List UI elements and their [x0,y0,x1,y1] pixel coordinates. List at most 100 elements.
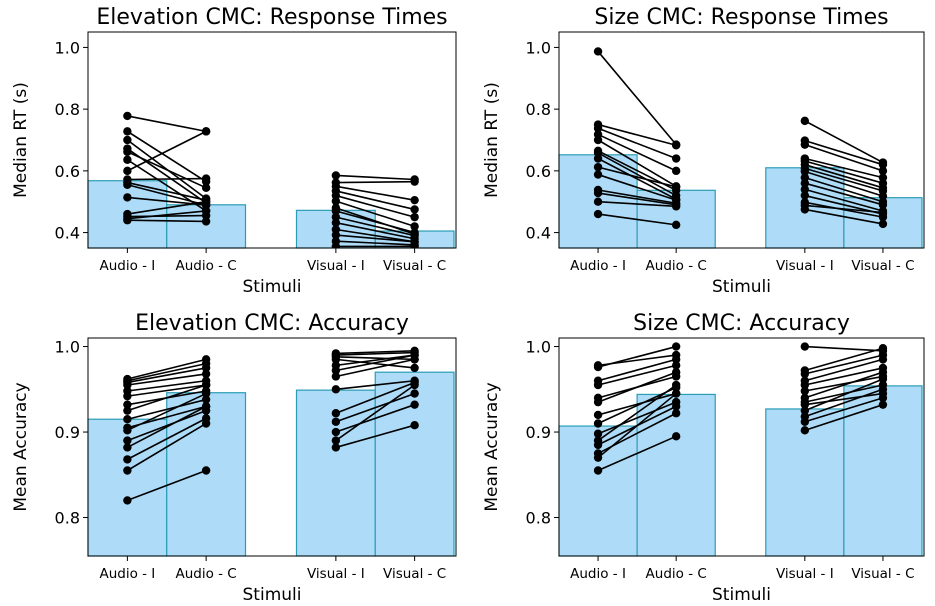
participant-line [597,364,677,386]
participant-point [123,216,132,225]
participant-line [335,351,415,356]
participant-point [123,391,132,401]
participant-point [671,355,681,364]
participant-line [804,208,884,225]
participant-point [800,417,810,426]
participant-point [671,342,681,351]
participant-lines [593,47,888,230]
participant-line [127,200,207,215]
participant-line [335,403,415,433]
y-tick-label: 1.0 [55,38,80,57]
participant-point [878,160,888,169]
participant-line [127,384,207,412]
x-tick-label: Audio - I [570,258,626,274]
participant-point [800,380,810,390]
bar-visual-c [843,385,923,557]
x-tick-label: Visual - I [776,258,834,274]
participant-line [335,210,415,234]
participant-line [597,133,677,172]
participant-line [127,373,207,386]
y-tick-label: 0.8 [55,100,80,119]
x-tick-label: Visual - I [307,566,365,582]
participant-point [410,222,419,231]
participant-line [335,174,415,181]
participant-point [123,147,132,156]
participant-line [597,166,677,188]
participant-line [335,200,415,228]
x-tick-label: Audio - I [99,566,155,582]
participant-line [804,167,884,192]
y-axis-label: Mean Accuracy [11,382,31,511]
participant-line [598,200,677,208]
participant-line [335,350,415,355]
subplot-rt-size: 0.4 0.6 0.8 1.0 Audio - I Audio - C Visual - I… [482,5,925,297]
participant-line [335,424,415,449]
participant-lines [123,111,419,248]
participant-line [804,182,884,206]
participant-point [593,453,603,462]
participant-point [800,185,810,194]
participant-point [201,197,211,206]
participant-point [671,220,681,230]
participant-point [201,183,211,193]
participant-line [127,115,207,133]
participant-point [201,369,211,379]
participant-point [123,380,132,390]
participant-point [123,455,132,464]
participant-line [127,405,207,449]
participant-point [410,242,419,248]
participant-line [597,139,677,187]
participant-point [123,400,132,409]
participant-point [410,177,419,186]
participant-point [800,140,810,149]
participant-point [800,179,810,188]
participant-point [410,421,419,430]
participant-line [127,183,207,206]
participant-line [335,358,415,378]
participant-line [804,170,884,197]
participant-line [804,403,884,432]
participant-line [804,143,884,172]
participant-point [331,242,341,248]
participant-line [804,388,884,418]
participant-point [123,406,132,415]
participant-point [593,47,603,56]
participant-line [597,127,677,160]
participant-point [331,206,341,216]
participant-point [671,432,681,441]
participant-line [335,354,415,372]
y-tick-label: 0.9 [55,423,80,442]
participant-line [597,213,677,226]
participant-point [593,440,603,450]
participant-line [335,240,415,246]
participant-point [800,369,810,379]
x-tick-label: Visual - C [383,258,446,274]
participant-point [331,171,341,180]
participant-point [123,436,132,445]
participant-line [127,392,207,432]
participant-point [331,385,341,394]
bar-visual-c [374,371,455,557]
bar-audio-c [636,393,716,557]
y-axis-label: Mean Accuracy [482,382,502,511]
participant-line [804,163,884,189]
participant-point [671,402,681,411]
participant-line [127,210,207,220]
x-tick-label: Audio - C [175,258,236,274]
participant-point [878,166,888,176]
y-tick-label: 1.0 [526,338,551,357]
participant-point [331,443,341,452]
participant-point [878,385,888,394]
participant-line [597,123,677,147]
y-tick-label: 0.8 [526,100,551,119]
participant-point [593,397,603,407]
participant-point [878,367,888,377]
participant-line [335,234,415,243]
participant-line [335,180,415,184]
participant-point [800,116,810,126]
participant-line [335,381,415,414]
participant-line [597,189,677,205]
participant-line [127,409,207,442]
participant-point [878,219,888,229]
